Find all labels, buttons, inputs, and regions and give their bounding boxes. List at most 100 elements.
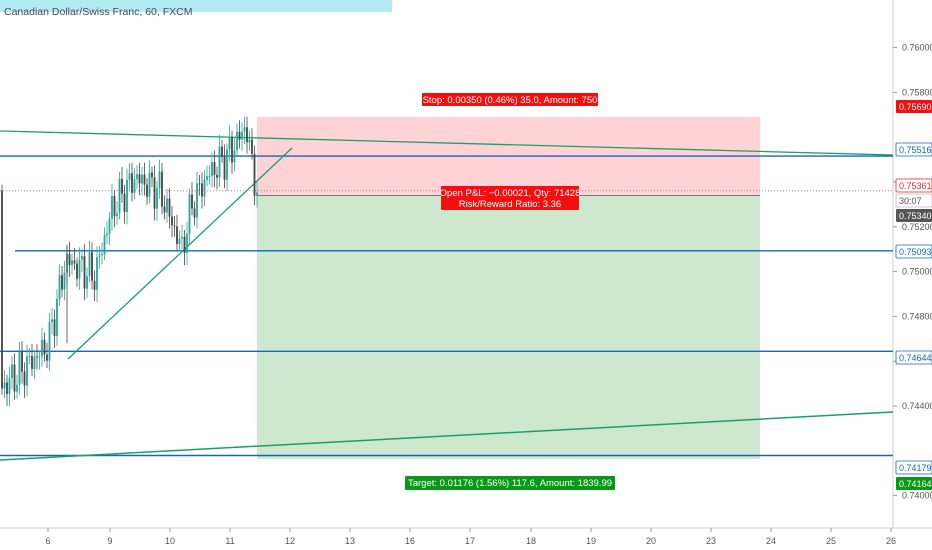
candle-body xyxy=(173,225,176,227)
candle-body xyxy=(211,162,213,177)
candle-body xyxy=(191,194,193,209)
candle-body xyxy=(81,256,83,260)
target-label xyxy=(405,476,615,490)
candle-body xyxy=(126,179,128,213)
candle-body xyxy=(193,208,196,218)
candle-body xyxy=(11,364,13,379)
candle-body xyxy=(228,137,231,150)
candle-body xyxy=(141,174,143,184)
candle-body xyxy=(88,252,91,277)
candle-body xyxy=(23,371,26,386)
candle-body xyxy=(46,354,48,361)
candle-body xyxy=(106,233,108,236)
price-tag-label: 0.74164 xyxy=(899,479,932,489)
candle-body xyxy=(128,173,131,180)
candle-body xyxy=(183,236,186,253)
candle-body xyxy=(6,382,8,395)
time-tick-label: 24 xyxy=(766,536,776,546)
price-tag-stop xyxy=(896,100,932,113)
candle-body xyxy=(163,206,166,213)
stop-label-text: Stop: 0.00350 (0.46%) 35.0, Amount: 750 xyxy=(423,95,598,106)
time-tick-label: 17 xyxy=(465,536,475,546)
candle-body xyxy=(196,183,198,218)
candle-body xyxy=(181,236,183,239)
candle-body xyxy=(221,146,223,157)
candle-body xyxy=(86,276,88,289)
candle-body xyxy=(83,256,86,289)
candle-body xyxy=(131,173,133,193)
candle-body xyxy=(198,183,201,185)
candle-body xyxy=(148,172,151,197)
candle-body xyxy=(156,188,158,209)
price-tag-timer xyxy=(895,193,932,208)
price-tick-label: 0.74000 xyxy=(902,491,932,501)
price-tick-label: 0.75800 xyxy=(902,87,932,97)
candle-body xyxy=(218,146,221,178)
candle-body xyxy=(241,131,243,140)
upper-trendline[interactable] xyxy=(0,130,894,156)
candle-body xyxy=(256,192,258,196)
candle-body xyxy=(176,226,178,244)
candle-body xyxy=(118,179,121,214)
candle-body xyxy=(161,171,163,207)
candle-body xyxy=(48,322,51,361)
candle-body xyxy=(111,196,113,219)
price-tick-label: 0.74800 xyxy=(902,311,932,321)
lower-trendline[interactable] xyxy=(0,411,894,461)
price-tick-label: 0.75000 xyxy=(902,267,932,277)
candle-body xyxy=(188,194,191,234)
candle-body xyxy=(113,196,116,216)
candle-body xyxy=(16,384,18,392)
candle-body xyxy=(31,356,33,369)
time-tick-label: 10 xyxy=(165,536,175,546)
candle-body xyxy=(58,275,61,300)
candle-body xyxy=(168,198,171,217)
candle-body xyxy=(226,149,228,180)
candle-body xyxy=(68,253,71,266)
price-tick-label: 0.76000 xyxy=(902,43,932,53)
candle-body xyxy=(253,153,256,196)
candle-body xyxy=(146,184,148,197)
time-tick-label: 25 xyxy=(826,536,836,546)
price-tag-label: 30:07 xyxy=(899,196,922,206)
price-tag-label: 0.75340 xyxy=(899,211,932,221)
price-tag-hline xyxy=(895,244,932,259)
candle-body xyxy=(26,356,28,386)
candle-body xyxy=(96,257,98,290)
candle-body xyxy=(251,139,253,154)
candle-body xyxy=(123,193,126,213)
price-tag-hline xyxy=(895,460,932,475)
time-tick-label: 26 xyxy=(886,536,896,546)
candle-body xyxy=(208,176,211,178)
target-zone[interactable] xyxy=(257,195,760,459)
candle-body xyxy=(171,216,173,226)
candle-body xyxy=(43,339,46,355)
candle-body xyxy=(38,356,41,358)
time-tick-label: 13 xyxy=(345,536,355,546)
candle-body xyxy=(243,127,246,132)
candle-body xyxy=(203,179,206,197)
candle-body xyxy=(73,260,76,264)
candle-body xyxy=(98,255,101,258)
price-tick-label: 0.75200 xyxy=(902,222,932,232)
price-tag-target xyxy=(896,477,932,490)
price-tag-label: 0.74179 xyxy=(899,463,932,473)
candle-body xyxy=(1,190,3,389)
time-tick-label: 16 xyxy=(405,536,415,546)
candle-body xyxy=(78,259,81,279)
candle-body xyxy=(166,198,168,213)
candle-body xyxy=(93,280,96,290)
symbol-title: Canadian Dollar/Swiss Franc, 60, FXCM xyxy=(4,6,193,18)
candle-body xyxy=(18,352,21,385)
time-tick-label: 11 xyxy=(225,536,234,546)
candle-body xyxy=(8,378,11,395)
time-tick-label: 19 xyxy=(586,536,596,546)
candle-body xyxy=(158,171,161,189)
candle-body xyxy=(206,176,208,180)
target-label-text: Target: 0.01176 (1.56%) 117.6, Amount: 1… xyxy=(408,478,612,489)
candle-body xyxy=(21,352,23,372)
candle-body xyxy=(153,177,156,209)
candle-body xyxy=(36,356,38,358)
candle-body xyxy=(216,174,218,178)
